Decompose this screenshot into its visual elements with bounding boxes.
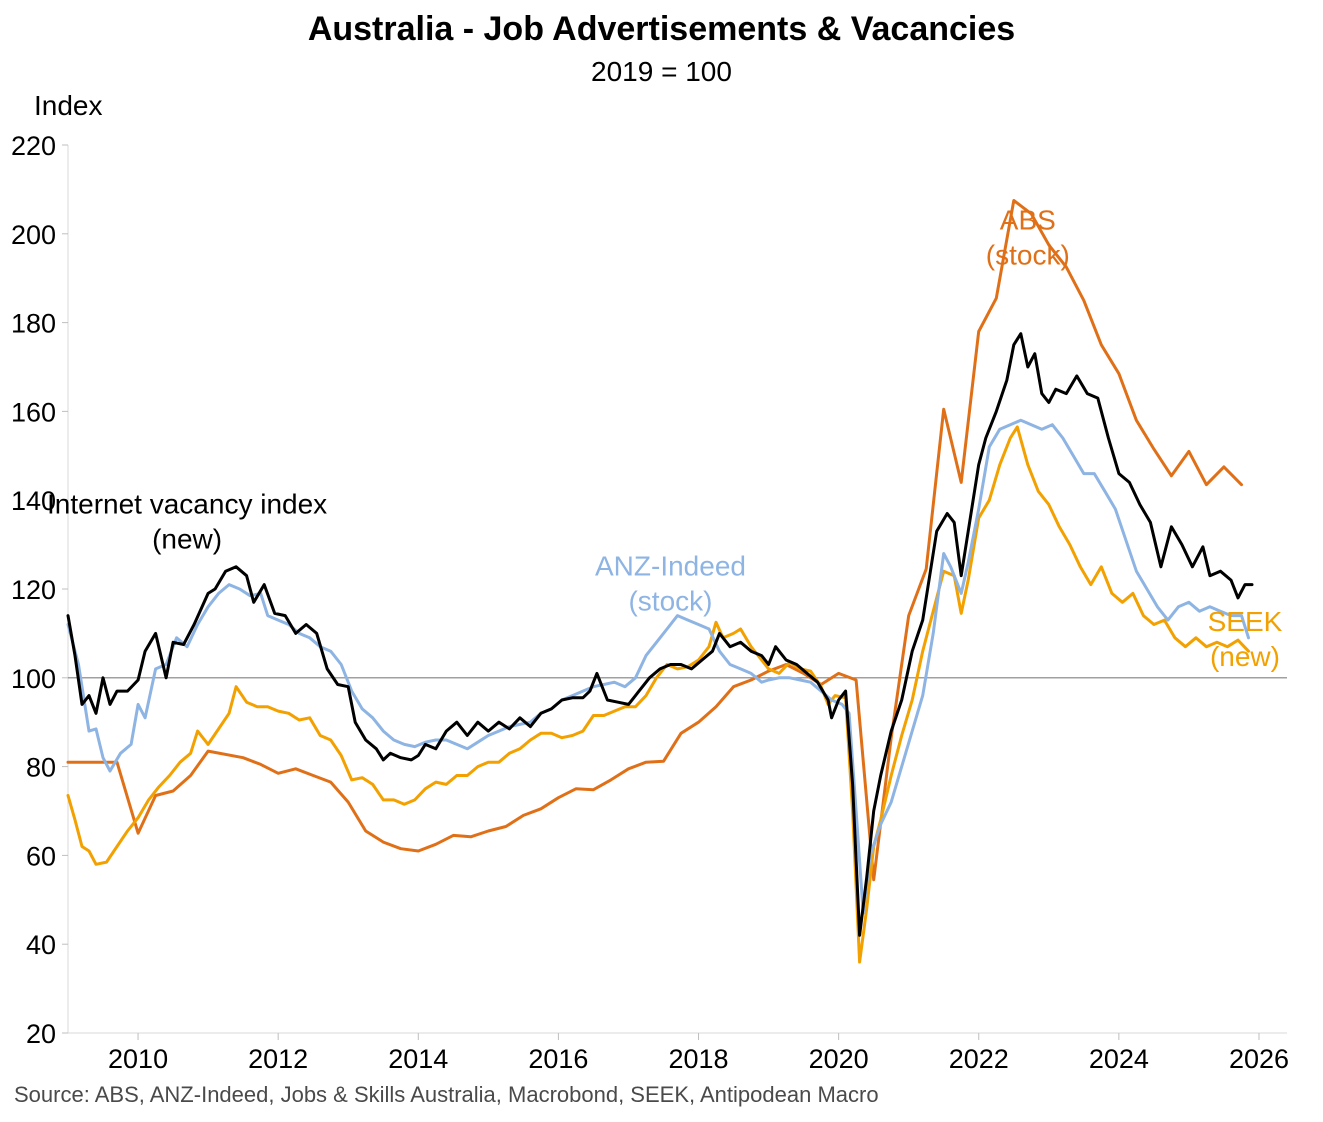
- y-tick-label: 200: [11, 220, 56, 250]
- y-tick-label: 60: [26, 841, 56, 871]
- series-label-seek: (new): [1210, 641, 1280, 672]
- series-label-anz: (stock): [628, 586, 712, 617]
- series-label-abs: (stock): [986, 239, 1070, 270]
- source-note: Source: ABS, ANZ-Indeed, Jobs & Skills A…: [14, 1082, 879, 1107]
- y-tick-label: 220: [11, 131, 56, 161]
- x-tick-label: 2016: [528, 1044, 588, 1074]
- chart-subtitle: 2019 = 100: [591, 56, 732, 87]
- series-label-seek: SEEK: [1208, 606, 1283, 637]
- y-axis-label: Index: [34, 90, 103, 121]
- series-line-ivi: [66, 332, 1254, 937]
- x-tick-label: 2014: [388, 1044, 448, 1074]
- series-line-anz: [66, 418, 1250, 915]
- series-label-anz: ANZ-Indeed: [595, 551, 746, 582]
- series-label-abs: ABS: [1000, 204, 1056, 235]
- y-tick-label: 40: [26, 930, 56, 960]
- y-tick-label: 180: [11, 309, 56, 339]
- y-tick-label: 120: [11, 575, 56, 605]
- x-tick-label: 2018: [668, 1044, 728, 1074]
- x-tick-label: 2010: [108, 1044, 168, 1074]
- x-tick-label: 2024: [1089, 1044, 1149, 1074]
- x-tick-label: 2020: [809, 1044, 869, 1074]
- series-line-seek: [66, 425, 1250, 964]
- x-tick-label: 2026: [1229, 1044, 1289, 1074]
- y-tick-label: 20: [26, 1019, 56, 1049]
- x-tick-label: 2012: [248, 1044, 308, 1074]
- series-line-abs: [66, 199, 1243, 882]
- x-tick-label: 2022: [949, 1044, 1009, 1074]
- series-label-ivi: Internet vacancy index: [47, 489, 327, 520]
- y-tick-label: 80: [26, 753, 56, 783]
- series-label-ivi: (new): [152, 524, 222, 555]
- y-tick-label: 160: [11, 397, 56, 427]
- y-tick-label: 140: [11, 486, 56, 516]
- y-tick-label: 100: [11, 664, 56, 694]
- chart-title: Australia - Job Advertisements & Vacanci…: [307, 10, 1016, 48]
